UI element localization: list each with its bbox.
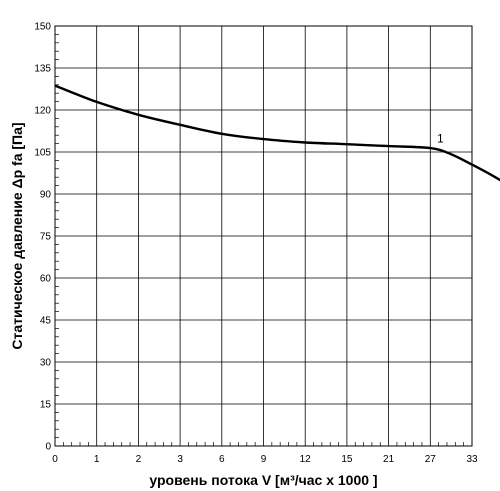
x-tick-label: 27 [425,454,437,465]
y-axis: 0 15 30 45 60 75 90 105 120 135 150 [34,22,51,453]
series-label: 1 [437,131,444,145]
x-tick-label: 21 [383,454,395,465]
y-tick-label: 15 [40,400,52,411]
x-tick-label: 9 [261,454,267,465]
y-tick-label: 30 [40,358,52,369]
series-line [54,84,500,182]
y-tick-label: 60 [40,274,52,285]
x-axis-title: уровень потока V [м³/час х 1000 ] [149,472,377,488]
x-tick-label: 2 [136,454,142,465]
minor-ticks [55,34,465,446]
y-axis-title: Статическое давление Δp fa [Па] [9,122,25,349]
y-tick-label: 150 [34,22,51,33]
x-tick-label: 0 [52,454,58,465]
y-tick-label: 0 [45,442,51,453]
y-tick-label: 120 [34,106,51,117]
x-tick-label: 12 [300,454,312,465]
x-tick-label: 15 [341,454,353,465]
x-tick-label: 3 [177,454,183,465]
grid [55,26,472,446]
x-tick-label: 6 [219,454,225,465]
y-tick-label: 105 [34,148,51,159]
plot-area [54,25,473,447]
y-tick-label: 135 [34,64,51,75]
y-tick-label: 45 [40,316,52,327]
x-tick-label: 33 [466,454,478,465]
series-layer: 1 [54,84,500,182]
y-tick-label: 75 [40,232,52,243]
y-tick-label: 90 [40,190,52,201]
x-axis: 0 1 2 3 6 9 12 15 21 27 33 [52,454,478,465]
x-tick-label: 1 [94,454,100,465]
